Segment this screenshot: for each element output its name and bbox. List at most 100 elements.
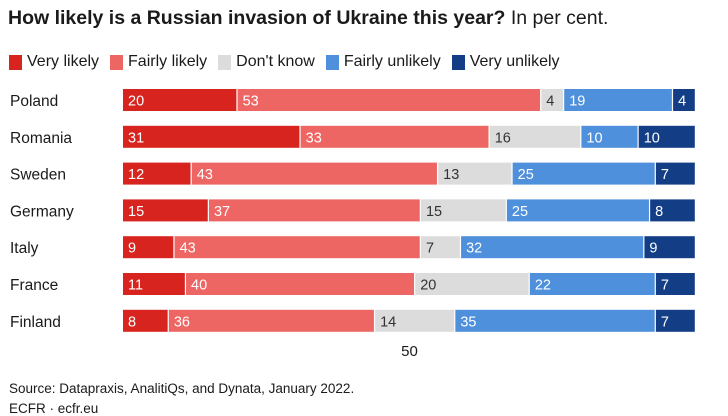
bar-segment-germany-fairly-unlikely <box>506 199 649 222</box>
bar-segment-france-fairly-likely <box>186 273 415 295</box>
data-label-poland-fairly-unlikely: 19 <box>569 94 585 110</box>
bar-segment-romania-fairly-likely <box>300 125 489 148</box>
legend-label-fairly-likely: Fairly likely <box>128 53 208 70</box>
bar-segment-finland-very-unlikely <box>655 309 695 332</box>
legend: Very likely Fairly likely Don't know Fairly… <box>9 52 571 72</box>
legend-item-fairly-unlikely: Fairly unlikely <box>325 53 441 71</box>
legend-item-very-likely: Very likely <box>9 53 99 71</box>
country-label-france: France <box>10 277 58 294</box>
bar-segment-finland-fairly-unlikely <box>455 309 655 332</box>
bar-segment-italy-fairly-unlikely <box>461 236 644 259</box>
data-label-germany-very-likely: 15 <box>128 204 144 220</box>
bar-segment-germany-don-t-know <box>420 199 506 222</box>
data-label-finland-very-unlikely: 7 <box>661 314 669 330</box>
bar-segment-italy-very-likely <box>123 236 174 259</box>
data-label-germany-fairly-likely: 37 <box>214 204 230 220</box>
chart-title-unit: In per cent. <box>510 7 609 29</box>
data-label-germany-don-t-know: 15 <box>426 204 442 220</box>
data-label-romania-fairly-likely: 33 <box>306 130 322 146</box>
source-note: Source: Datapraxis, AnalitiQs, and Dynat… <box>9 381 355 396</box>
bar-segment-france-fairly-unlikely <box>529 273 655 295</box>
chart-title: How likely is a Russian invasion of Ukra… <box>8 6 608 30</box>
data-label-finland-fairly-unlikely: 35 <box>460 314 476 330</box>
data-label-sweden-very-unlikely: 7 <box>661 167 669 183</box>
bar-segment-finland-don-t-know <box>375 309 455 332</box>
legend-label-very-likely: Very likely <box>27 53 100 70</box>
bar-segment-poland-don-t-know <box>541 89 564 111</box>
data-label-poland-very-unlikely: 4 <box>678 94 686 110</box>
data-label-finland-very-likely: 8 <box>128 314 136 330</box>
country-label-poland: Poland <box>10 93 58 110</box>
data-label-france-very-likely: 11 <box>128 278 143 294</box>
bar-segment-italy-don-t-know <box>420 236 460 259</box>
data-label-sweden-very-likely: 12 <box>128 167 144 183</box>
data-label-romania-very-unlikely: 10 <box>644 130 660 146</box>
data-label-germany-fairly-unlikely: 25 <box>512 204 528 220</box>
bar-segment-finland-very-likely <box>123 309 168 332</box>
data-label-france-fairly-unlikely: 22 <box>535 278 551 294</box>
country-label-sweden: Sweden <box>10 167 66 184</box>
bar-segment-finland-fairly-likely <box>168 309 374 332</box>
country-label-germany: Germany <box>10 203 74 220</box>
stacked-bar-chart: Poland 20 53 4 19 4 Romania 31 33 16 10 10 Sweden 12 4… <box>10 89 695 360</box>
legend-item-don-t-know: Don't know <box>218 53 315 71</box>
bar-segment-sweden-fairly-likely <box>191 162 437 185</box>
legend-label-fairly-unlikely: Fairly unlikely <box>343 53 441 70</box>
bar-segment-romania-don-t-know <box>489 125 581 148</box>
data-label-finland-fairly-likely: 36 <box>174 314 190 330</box>
bar-segment-poland-very-likely <box>123 89 237 111</box>
legend-item-fairly-likely: Fairly likely <box>110 53 207 71</box>
bar-segment-france-very-likely <box>123 273 185 295</box>
data-label-poland-very-likely: 20 <box>128 94 144 110</box>
data-label-france-don-t-know: 20 <box>420 278 436 294</box>
legend-swatch-don-t-know <box>218 54 232 70</box>
data-label-italy-fairly-unlikely: 32 <box>466 241 482 257</box>
bar-segment-france-don-t-know <box>415 273 529 295</box>
data-label-romania-very-likely: 31 <box>128 130 144 146</box>
data-label-sweden-don-t-know: 13 <box>443 167 459 183</box>
data-label-germany-very-unlikely: 8 <box>655 204 663 220</box>
bar-segment-romania-very-likely <box>123 125 300 148</box>
legend-swatch-very-unlikely <box>451 54 465 70</box>
bar-segment-sweden-very-unlikely <box>655 162 695 185</box>
bar-segment-germany-fairly-likely <box>208 199 420 222</box>
legend-swatch-fairly-likely <box>110 54 124 70</box>
bar-segment-romania-very-unlikely <box>638 125 695 148</box>
data-label-poland-don-t-know: 4 <box>546 94 554 110</box>
data-label-italy-very-unlikely: 9 <box>649 241 657 257</box>
bar-segment-germany-very-likely <box>123 199 208 222</box>
bar-segment-poland-very-unlikely <box>673 89 695 111</box>
bar-segment-germany-very-unlikely <box>650 199 695 222</box>
data-label-italy-don-t-know: 7 <box>426 241 434 257</box>
data-label-sweden-fairly-unlikely: 25 <box>518 167 534 183</box>
data-label-romania-fairly-unlikely: 10 <box>586 130 602 146</box>
bar-segment-sweden-don-t-know <box>438 162 512 185</box>
credit-note: ECFR · ecfr.eu <box>9 401 99 416</box>
data-label-sweden-fairly-likely: 43 <box>197 167 213 183</box>
data-label-poland-fairly-likely: 53 <box>243 94 259 110</box>
legend-item-very-unlikely: Very unlikely <box>451 53 560 71</box>
data-label-france-very-unlikely: 7 <box>661 278 669 294</box>
data-label-italy-fairly-likely: 43 <box>180 241 196 257</box>
bar-segment-sweden-very-likely <box>123 162 191 185</box>
legend-label-don-t-know: Don't know <box>236 53 315 70</box>
data-label-romania-don-t-know: 16 <box>495 130 511 146</box>
bar-segment-romania-fairly-unlikely <box>581 125 638 148</box>
legend-label-very-unlikely: Very unlikely <box>469 53 560 70</box>
bar-segment-france-very-unlikely <box>655 273 695 295</box>
bar-segment-italy-very-unlikely <box>644 236 695 259</box>
data-label-italy-very-likely: 9 <box>128 241 136 257</box>
legend-swatch-fairly-unlikely <box>325 54 339 70</box>
data-label-france-fairly-likely: 40 <box>191 278 207 294</box>
country-label-finland: Finland <box>10 314 61 331</box>
x-axis-tick-label: 50 <box>401 343 418 360</box>
chart-title-main: How likely is a Russian invasion of Ukra… <box>8 7 506 29</box>
country-label-romania: Romania <box>10 130 72 147</box>
bar-segment-italy-fairly-likely <box>174 236 420 259</box>
data-label-finland-don-t-know: 14 <box>380 314 396 330</box>
country-label-italy: Italy <box>10 240 39 257</box>
bar-segment-sweden-fairly-unlikely <box>512 162 655 185</box>
bar-segment-poland-fairly-unlikely <box>564 89 672 111</box>
legend-swatch-very-likely <box>9 54 22 70</box>
bar-segment-poland-fairly-likely <box>237 89 541 111</box>
